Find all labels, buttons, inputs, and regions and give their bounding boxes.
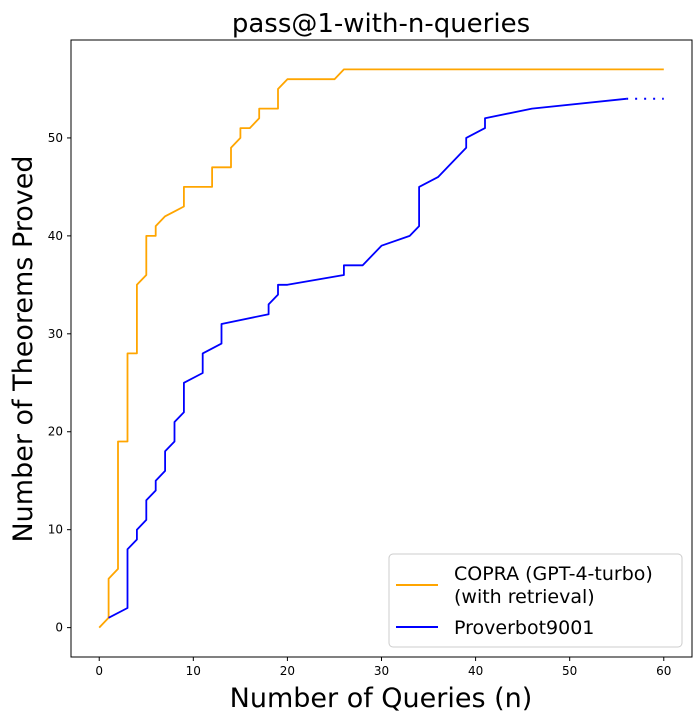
x-axis-label: Number of Queries (n)	[230, 683, 533, 714]
legend-label-proverbot: Proverbot9001	[454, 617, 594, 639]
x-tick-label: 10	[186, 664, 201, 678]
chart-title: pass@1-with-n-queries	[232, 9, 530, 39]
legend: COPRA (GPT-4-turbo) (with retrieval) Pro…	[388, 553, 683, 648]
legend-label-copra-line2: (with retrieval)	[454, 586, 595, 608]
y-tick-label: 10	[48, 523, 63, 537]
series-line-copra	[98, 68, 664, 629]
legend-label-copra-line1: COPRA (GPT-4-turbo)	[454, 563, 653, 585]
series-line-proverbot	[108, 97, 627, 619]
y-tick-label: 0	[55, 621, 63, 635]
series-layer	[98, 68, 664, 629]
x-tick-label: 50	[562, 664, 577, 678]
y-tick-label: 30	[48, 327, 63, 341]
y-axis-ticks: 0 10 20 30 40 50	[48, 131, 71, 635]
y-tick-label: 20	[48, 425, 63, 439]
x-tick-label: 0	[95, 664, 103, 678]
legend-box	[388, 553, 683, 648]
y-tick-label: 40	[48, 229, 63, 243]
x-tick-label: 20	[280, 664, 295, 678]
x-tick-label: 30	[374, 664, 389, 678]
y-axis-label: Number of Theorems Proved	[8, 155, 39, 542]
x-tick-label: 40	[468, 664, 483, 678]
y-tick-label: 50	[48, 131, 63, 145]
x-axis-ticks: 0 10 20 30 40 50 60	[95, 657, 671, 678]
x-tick-label: 60	[656, 664, 671, 678]
